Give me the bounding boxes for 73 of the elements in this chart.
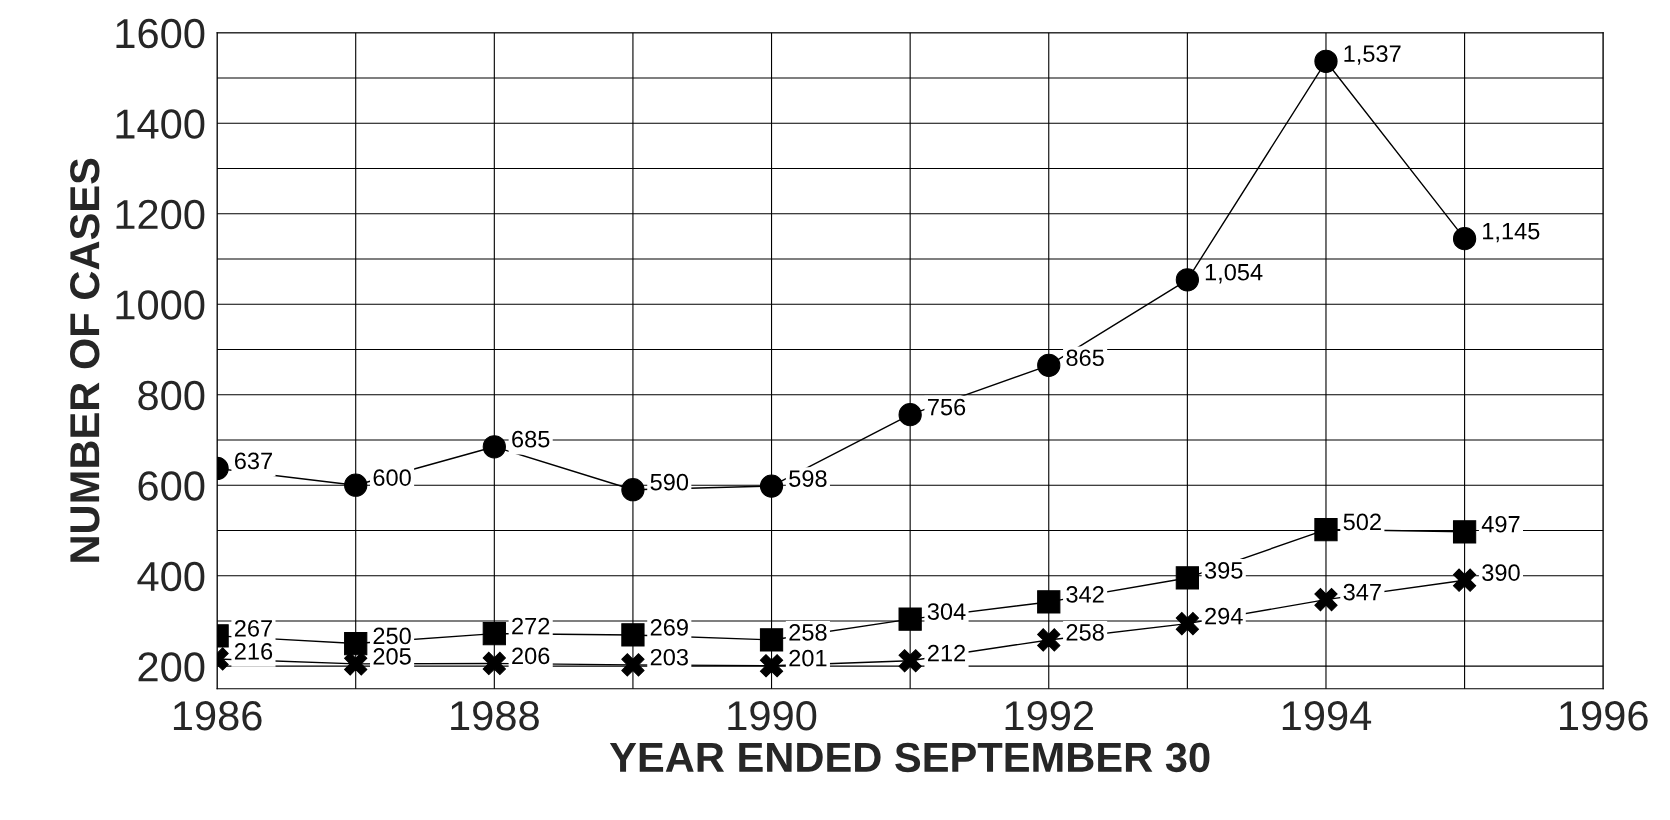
y-tick-label: 400 <box>137 561 205 592</box>
data-label: 206 <box>512 647 550 665</box>
point <box>621 478 645 502</box>
y-tick-label: 1600 <box>116 18 205 49</box>
point <box>344 473 368 497</box>
data-label: 250 <box>373 627 411 645</box>
point <box>759 628 784 652</box>
data-label: 205 <box>373 647 411 665</box>
y-tick-label: 1200 <box>116 199 205 230</box>
data-label: 590 <box>650 473 689 491</box>
point <box>759 654 784 678</box>
x-tick-label: 1992 <box>1005 701 1094 731</box>
point <box>1037 353 1061 377</box>
data-label: 1,054 <box>1205 263 1263 284</box>
y-tick-label: 800 <box>138 380 205 411</box>
point <box>1175 268 1199 292</box>
data-label: 502 <box>1343 513 1381 531</box>
data-label: 600 <box>373 469 411 486</box>
data-label: 267 <box>234 619 272 637</box>
data-label: 212 <box>928 644 966 662</box>
data-label: 272 <box>512 617 550 635</box>
point <box>1175 566 1199 590</box>
point <box>621 653 645 677</box>
x-tick-label: 1994 <box>1282 701 1372 731</box>
data-label: 685 <box>512 430 550 448</box>
data-label: 258 <box>1066 624 1104 641</box>
data-label: 1,145 <box>1483 222 1540 243</box>
point <box>621 623 645 647</box>
x-tick-label: 1990 <box>728 701 817 731</box>
point <box>898 607 922 631</box>
point <box>1175 612 1199 636</box>
point <box>898 403 922 427</box>
point <box>482 435 506 459</box>
point <box>898 649 922 673</box>
data-label: 258 <box>789 624 827 641</box>
data-label: 347 <box>1343 583 1381 601</box>
y-tick-label: 1400 <box>116 109 205 139</box>
data-label: 216 <box>234 643 273 660</box>
point <box>344 652 368 676</box>
data-label: 342 <box>1066 586 1104 603</box>
data-label: 294 <box>1205 607 1243 625</box>
point <box>759 474 784 498</box>
data-label: 756 <box>928 398 966 416</box>
data-label: 497 <box>1481 515 1520 533</box>
data-label: 1,537 <box>1344 45 1401 65</box>
point <box>1314 588 1338 612</box>
x-tick-label: 1988 <box>451 701 539 731</box>
point <box>1314 49 1338 73</box>
y-tick-label: 1000 <box>116 290 205 320</box>
data-label: 201 <box>789 649 827 667</box>
data-label: 390 <box>1482 564 1520 581</box>
data-label: 203 <box>650 648 688 666</box>
x-axis-title: YEAR ENDED SEPTEMBER 30 <box>609 742 1210 773</box>
data-label: 395 <box>1204 562 1243 579</box>
x-tick-label: 1996 <box>1560 701 1648 731</box>
y-axis-title: NUMBER OF CASES <box>70 158 100 562</box>
point <box>1037 628 1061 652</box>
point <box>482 621 506 646</box>
data-label: 304 <box>927 603 966 620</box>
data-label: 269 <box>650 619 688 636</box>
y-tick-label: 600 <box>138 471 205 501</box>
point <box>1452 568 1477 592</box>
data-label: 637 <box>234 452 272 470</box>
point <box>1037 590 1061 614</box>
data-label: 598 <box>789 470 827 487</box>
x-tick-label: 1986 <box>173 701 262 731</box>
point <box>1314 517 1338 542</box>
point <box>482 651 506 676</box>
y-tick-label: 200 <box>138 652 205 682</box>
data-label: 865 <box>1066 349 1104 367</box>
point <box>1452 520 1477 544</box>
point <box>344 631 368 656</box>
point <box>1452 227 1477 251</box>
